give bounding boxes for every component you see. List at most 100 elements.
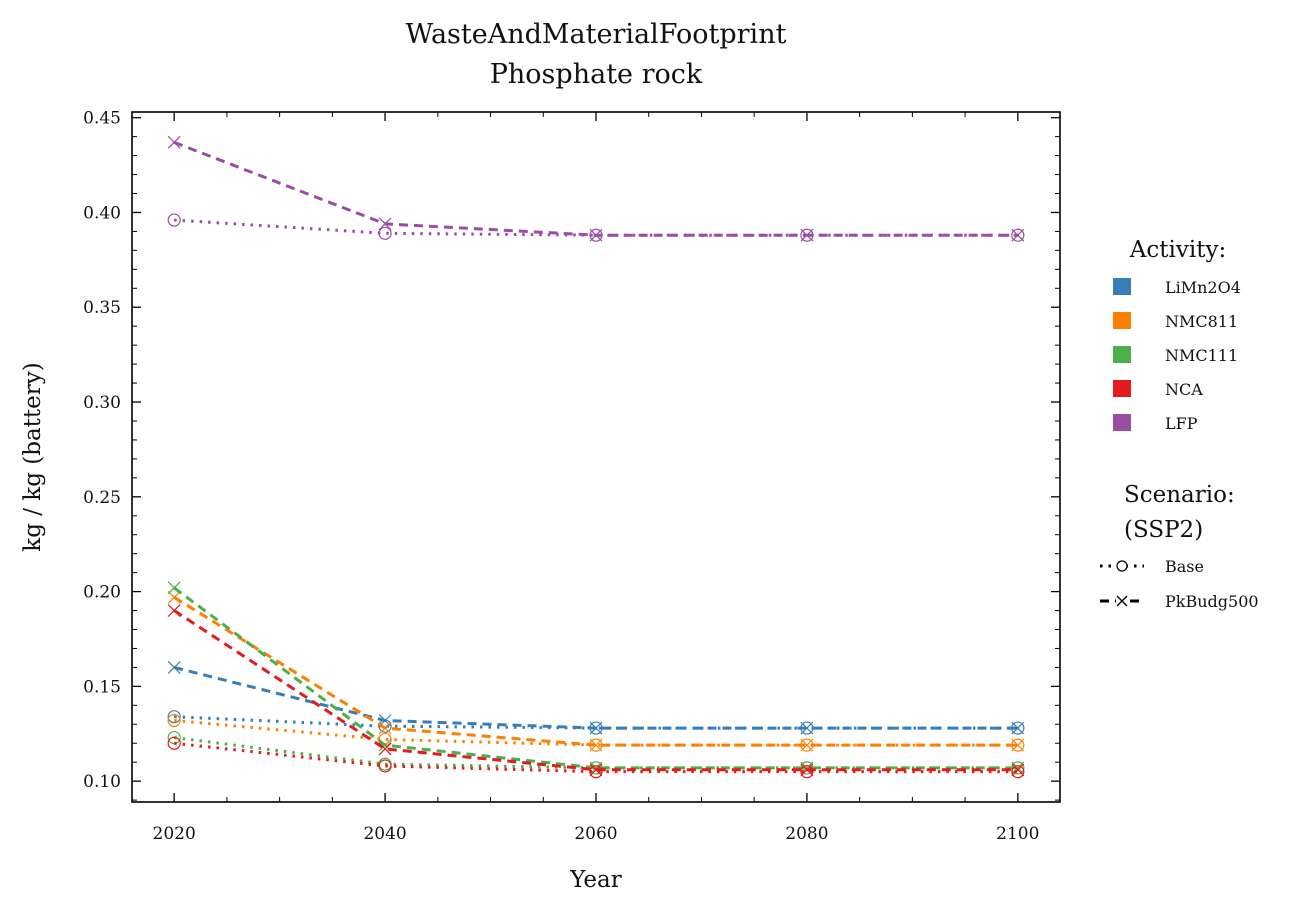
data-point-nca-pkbudg500 bbox=[589, 763, 603, 777]
data-point-nmc811-pkbudg500 bbox=[800, 738, 814, 752]
y-tick-label: 0.10 bbox=[83, 772, 121, 792]
data-point-lfp-base bbox=[167, 213, 181, 227]
plot-frame bbox=[131, 111, 1061, 803]
data-point-limn2o4-pkbudg500 bbox=[589, 721, 603, 735]
data-point-nmc111-pkbudg500 bbox=[1011, 761, 1025, 775]
x-marker-stroke bbox=[589, 763, 603, 777]
data-point-lfp-pkbudg500 bbox=[800, 228, 814, 242]
y-tick-label: 0.40 bbox=[83, 203, 121, 223]
x-marker-stroke bbox=[378, 217, 392, 231]
data-point-nca-base bbox=[589, 765, 603, 779]
legend-label-base: Base bbox=[1165, 557, 1204, 576]
series-line-limn2o4-pkbudg500 bbox=[173, 665, 1018, 730]
x-tick-label: 2080 bbox=[785, 824, 828, 844]
series-line-nca-pkbudg500 bbox=[173, 609, 1018, 772]
chart-title: WasteAndMaterialFootprint bbox=[406, 19, 787, 50]
data-point-limn2o4-base bbox=[167, 710, 181, 724]
x-marker-stroke bbox=[167, 135, 181, 149]
data-point-limn2o4-pkbudg500 bbox=[167, 660, 181, 674]
x-marker-stroke bbox=[800, 721, 814, 735]
x-marker-stroke bbox=[1011, 761, 1025, 775]
legend-scenario-subtitle: (SSP2) bbox=[1124, 517, 1203, 543]
legend: Activity: Scenario: (SSP2) LiMn2O4 NMC811… bbox=[1100, 237, 1259, 611]
y-tick-label: 0.35 bbox=[83, 298, 121, 318]
y-axis-label: kg / kg (battery) bbox=[20, 362, 46, 551]
series-line-nmc111-base bbox=[173, 736, 1018, 770]
x-tick-label: 2020 bbox=[153, 824, 196, 844]
data-point-limn2o4-pkbudg500 bbox=[1011, 721, 1025, 735]
data-point-nca-pkbudg500 bbox=[800, 763, 814, 777]
legend-label-limn2o4: LiMn2O4 bbox=[1165, 278, 1241, 297]
x-marker-stroke bbox=[1011, 721, 1025, 735]
data-point-nca-pkbudg500 bbox=[167, 604, 181, 617]
x-marker-stroke bbox=[167, 581, 181, 595]
x-marker-stroke bbox=[589, 761, 603, 775]
x-marker-stroke bbox=[589, 721, 603, 735]
x-marker-stroke bbox=[1011, 228, 1025, 242]
legend-scenario-pkbudg500 bbox=[1100, 595, 1144, 607]
data-point-nmc811-pkbudg500 bbox=[378, 721, 392, 735]
data-point-nmc811-base bbox=[167, 713, 181, 728]
x-tick-label: 2100 bbox=[996, 824, 1039, 844]
y-tick-label: 0.20 bbox=[83, 583, 121, 603]
legend-label-lfp: LFP bbox=[1165, 414, 1198, 433]
x-marker-stroke bbox=[1011, 738, 1025, 752]
legend-label-nmc111: NMC111 bbox=[1165, 346, 1238, 365]
data-point-nca-base bbox=[378, 759, 392, 773]
y-tick-label: 0.45 bbox=[83, 109, 121, 129]
plot-area: 2020 2040 2060 2080 2100 0.10 0.15 0.20 0.25 0.30… bbox=[83, 109, 1061, 844]
data-point-lfp-pkbudg500 bbox=[589, 228, 603, 242]
x-marker-stroke bbox=[167, 604, 181, 617]
legend-swatch-nmc111 bbox=[1113, 346, 1131, 363]
data-point-lfp-base bbox=[800, 228, 814, 242]
x-marker-stroke bbox=[167, 660, 181, 674]
data-point-nmc811-pkbudg500 bbox=[1011, 738, 1025, 752]
legend-x-marker-icon bbox=[1116, 595, 1128, 607]
series-line-lfp-pkbudg500 bbox=[173, 140, 1018, 237]
data-point-nca-base bbox=[1011, 765, 1025, 779]
data-point-nca-base bbox=[167, 736, 181, 750]
data-point-limn2o4-pkbudg500 bbox=[800, 721, 814, 735]
x-marker-stroke bbox=[167, 590, 181, 604]
series-line-lfp-base bbox=[174, 218, 1018, 237]
x-marker-stroke bbox=[800, 738, 814, 752]
series-line-nmc811-pkbudg500 bbox=[173, 595, 1018, 747]
legend-scenario-title: Scenario: bbox=[1124, 482, 1235, 508]
x-marker-stroke bbox=[378, 721, 392, 735]
data-point-nca-pkbudg500 bbox=[378, 742, 392, 756]
x-marker-stroke bbox=[800, 763, 814, 777]
x-axis-label: Year bbox=[569, 867, 622, 893]
legend-label-nmc811: NMC811 bbox=[1165, 312, 1238, 331]
x-marker-stroke bbox=[1011, 763, 1025, 777]
data-point-lfp-pkbudg500 bbox=[1011, 228, 1025, 242]
data-point-lfp-base bbox=[378, 226, 392, 240]
data-point-nmc811-pkbudg500 bbox=[167, 590, 181, 604]
y-tick-label: 0.15 bbox=[83, 677, 121, 697]
legend-label-pkbudg500: PkBudg500 bbox=[1165, 592, 1259, 611]
data-point-lfp-base bbox=[1011, 228, 1025, 242]
data-point-lfp-pkbudg500 bbox=[167, 135, 181, 149]
x-marker-stroke bbox=[378, 742, 392, 756]
data-point-lfp-pkbudg500 bbox=[378, 217, 392, 231]
legend-circle-marker-icon bbox=[1116, 560, 1128, 572]
data-point-nca-base bbox=[800, 765, 814, 779]
series-line-nmc111-pkbudg500 bbox=[173, 586, 1018, 770]
data-point-nca-pkbudg500 bbox=[1011, 763, 1025, 777]
x-marker-stroke bbox=[378, 738, 392, 752]
data-point-nmc111-pkbudg500 bbox=[167, 581, 181, 595]
legend-label-nca: NCA bbox=[1165, 380, 1203, 399]
legend-scenario-base bbox=[1100, 560, 1144, 572]
x-marker-stroke bbox=[589, 228, 603, 242]
legend-swatch-nca bbox=[1113, 380, 1131, 397]
x-marker-stroke bbox=[800, 228, 814, 242]
legend-swatch-limn2o4 bbox=[1113, 278, 1131, 295]
chart-subtitle: Phosphate rock bbox=[490, 59, 703, 90]
x-tick-label: 2040 bbox=[363, 824, 406, 844]
legend-swatch-nmc811 bbox=[1113, 312, 1131, 329]
x-tick-label: 2060 bbox=[574, 824, 617, 844]
y-tick-label: 0.30 bbox=[83, 393, 121, 413]
y-tick-label: 0.25 bbox=[83, 488, 121, 508]
legend-swatch-lfp bbox=[1113, 414, 1131, 431]
